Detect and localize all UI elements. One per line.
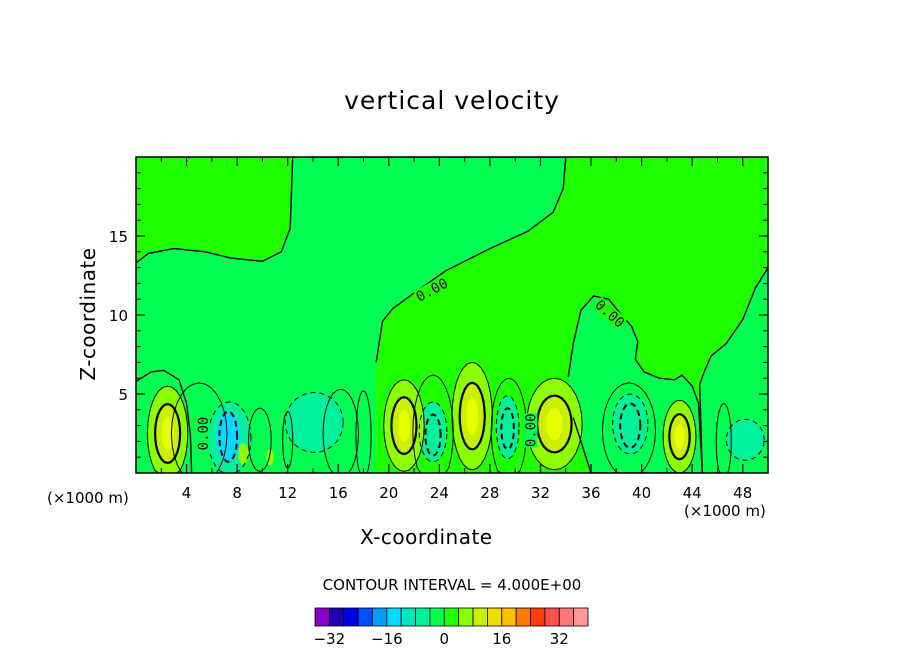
x-tick-label: 40 [632,484,651,502]
zero-contour [567,295,704,473]
negative-contour [418,401,448,463]
chart-title: vertical velocity [344,86,560,115]
negative-contour [619,402,642,449]
contour-lines [136,157,768,473]
colorbar-swatch [400,607,416,627]
x-tick-label: 8 [232,484,242,502]
x-tick-label: 12 [278,484,297,502]
colorbar-swatch [443,607,460,627]
colorbar-swatch [487,607,503,627]
negative-contour [725,418,765,461]
colorbar-swatch [558,607,575,627]
x-tick-label: 24 [430,484,449,502]
negative-contour [218,410,239,463]
zero-contour [170,382,228,473]
colorbar-swatch [357,607,373,627]
x-tick-label: 48 [733,484,752,502]
colorbar-swatch [372,607,388,627]
colorbar-swatch [328,607,345,627]
updraft-peak [397,409,410,442]
zero-contour [136,369,193,473]
colorbar-tick-label: 32 [550,630,569,648]
zero-contour [355,390,372,473]
contour-label-bg [592,296,628,330]
negative-contour [611,393,649,455]
zero-contour [698,267,768,473]
negative-contour [424,413,442,457]
upper-band-region [136,157,566,473]
y-tick-label: 10 [109,307,128,325]
zero-contour [136,157,567,363]
zero-contour [322,388,360,473]
zero-contour [412,374,454,473]
x-axis-label: X-coordinate [360,525,493,549]
colorbar-swatch [573,607,589,627]
negative-region [285,392,344,453]
x-unit-label-right: (×1000 m) [684,502,766,520]
colorbar-swatch [544,607,560,627]
updraft-peak [161,416,174,451]
y-axis-label: Z-coordinate [76,247,100,381]
updraft-peak [466,397,479,435]
x-tick-label: 32 [531,484,550,502]
positive-contour [383,379,425,472]
positive-contour [668,412,691,461]
y-tick-label: 5 [118,386,128,404]
contour-labels: 0.000.000.00 0.00 [196,275,628,451]
contour-label-bg [523,413,538,448]
positive-contour [390,396,418,456]
contour-label: 0.00 [523,413,539,447]
positive-contour [146,385,189,473]
contour-label-group: 0.00 [523,413,539,448]
colorbar-tick-label: −32 [314,630,346,648]
colorbar-swatch [314,607,330,627]
positive-contour [153,402,182,465]
x-tick-label: 36 [581,484,600,502]
x-tick-label: 4 [182,484,192,502]
x-tick-label: 44 [683,484,702,502]
negative-contour [495,395,520,460]
x-unit-label-left: (×1000 m) [47,489,129,507]
updraft-peak [674,423,685,450]
colorbar-swatch [458,607,474,627]
positive-contour [451,361,493,471]
colorbar-tick-label: −16 [371,630,403,648]
x-tick-label: 28 [480,484,499,502]
colorbar-swatch [515,607,531,627]
negative-contour [500,407,515,451]
contour-label-bg [413,275,451,304]
negative-contour [284,391,344,454]
negative-region [496,395,519,459]
colorbar-swatch [415,607,431,627]
colorbar-tick-label: 16 [492,630,511,648]
updraft-peak [546,408,563,441]
colorbar-swatch [530,607,546,627]
zero-contour [282,410,294,469]
contour-label-bg [196,416,210,451]
x-tick-label: 20 [379,484,398,502]
colorbar: −32 −16 0 16 32 [314,607,589,648]
colorbar-swatch [501,607,517,627]
positive-contour [662,399,697,473]
x-tick-label: 16 [329,484,348,502]
positive-contour [458,381,486,451]
colorbar-swatch [472,607,488,627]
colorbar-swatch [343,607,359,627]
y-tick-label: 15 [109,228,128,246]
updraft-region [238,443,249,466]
contour-label: 0.00 [196,417,212,451]
zero-contour [247,407,272,472]
contour-interval-text: CONTOUR INTERVAL = 4.000E+00 [322,576,582,594]
colorbar-swatch [386,607,402,627]
negative-region [726,419,765,461]
contour-label-group: 0.00 [196,416,212,451]
colorbar-tick-label: 0 [440,630,450,648]
colorbar-swatch [429,607,445,627]
negative-core [215,411,241,462]
